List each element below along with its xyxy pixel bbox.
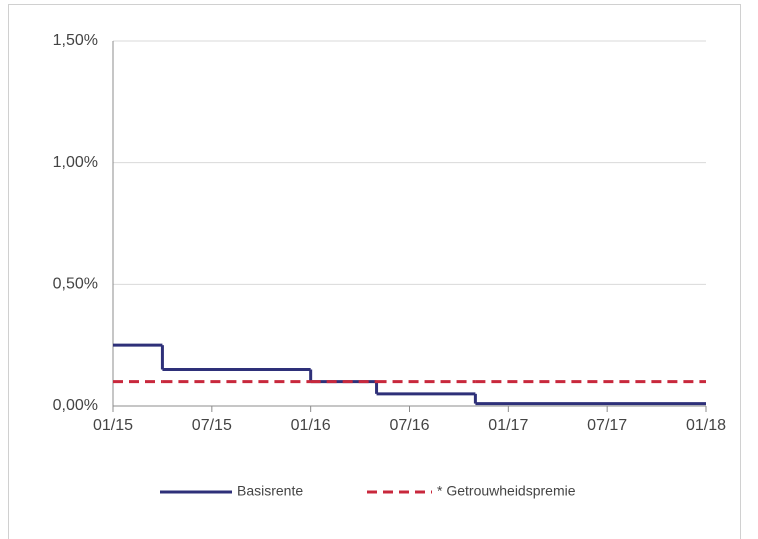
x-tick-label: 01/18 bbox=[686, 417, 726, 434]
legend-label: Basisrente bbox=[237, 483, 303, 499]
x-tick-label: 07/15 bbox=[192, 417, 232, 434]
x-tick-label: 07/16 bbox=[389, 417, 429, 434]
x-tick-label: 01/17 bbox=[488, 417, 528, 434]
y-tick-label: 1,50% bbox=[53, 32, 98, 49]
x-tick-label: 01/16 bbox=[291, 417, 331, 434]
y-tick-label: 0,00% bbox=[53, 397, 98, 414]
x-tick-label: 07/17 bbox=[587, 417, 627, 434]
chart-frame bbox=[8, 4, 741, 539]
y-tick-label: 0,50% bbox=[53, 276, 98, 293]
y-tick-label: 1,00% bbox=[53, 154, 98, 171]
legend-label: * Getrouwheidspremie bbox=[437, 483, 576, 499]
x-tick-label: 01/15 bbox=[93, 417, 133, 434]
